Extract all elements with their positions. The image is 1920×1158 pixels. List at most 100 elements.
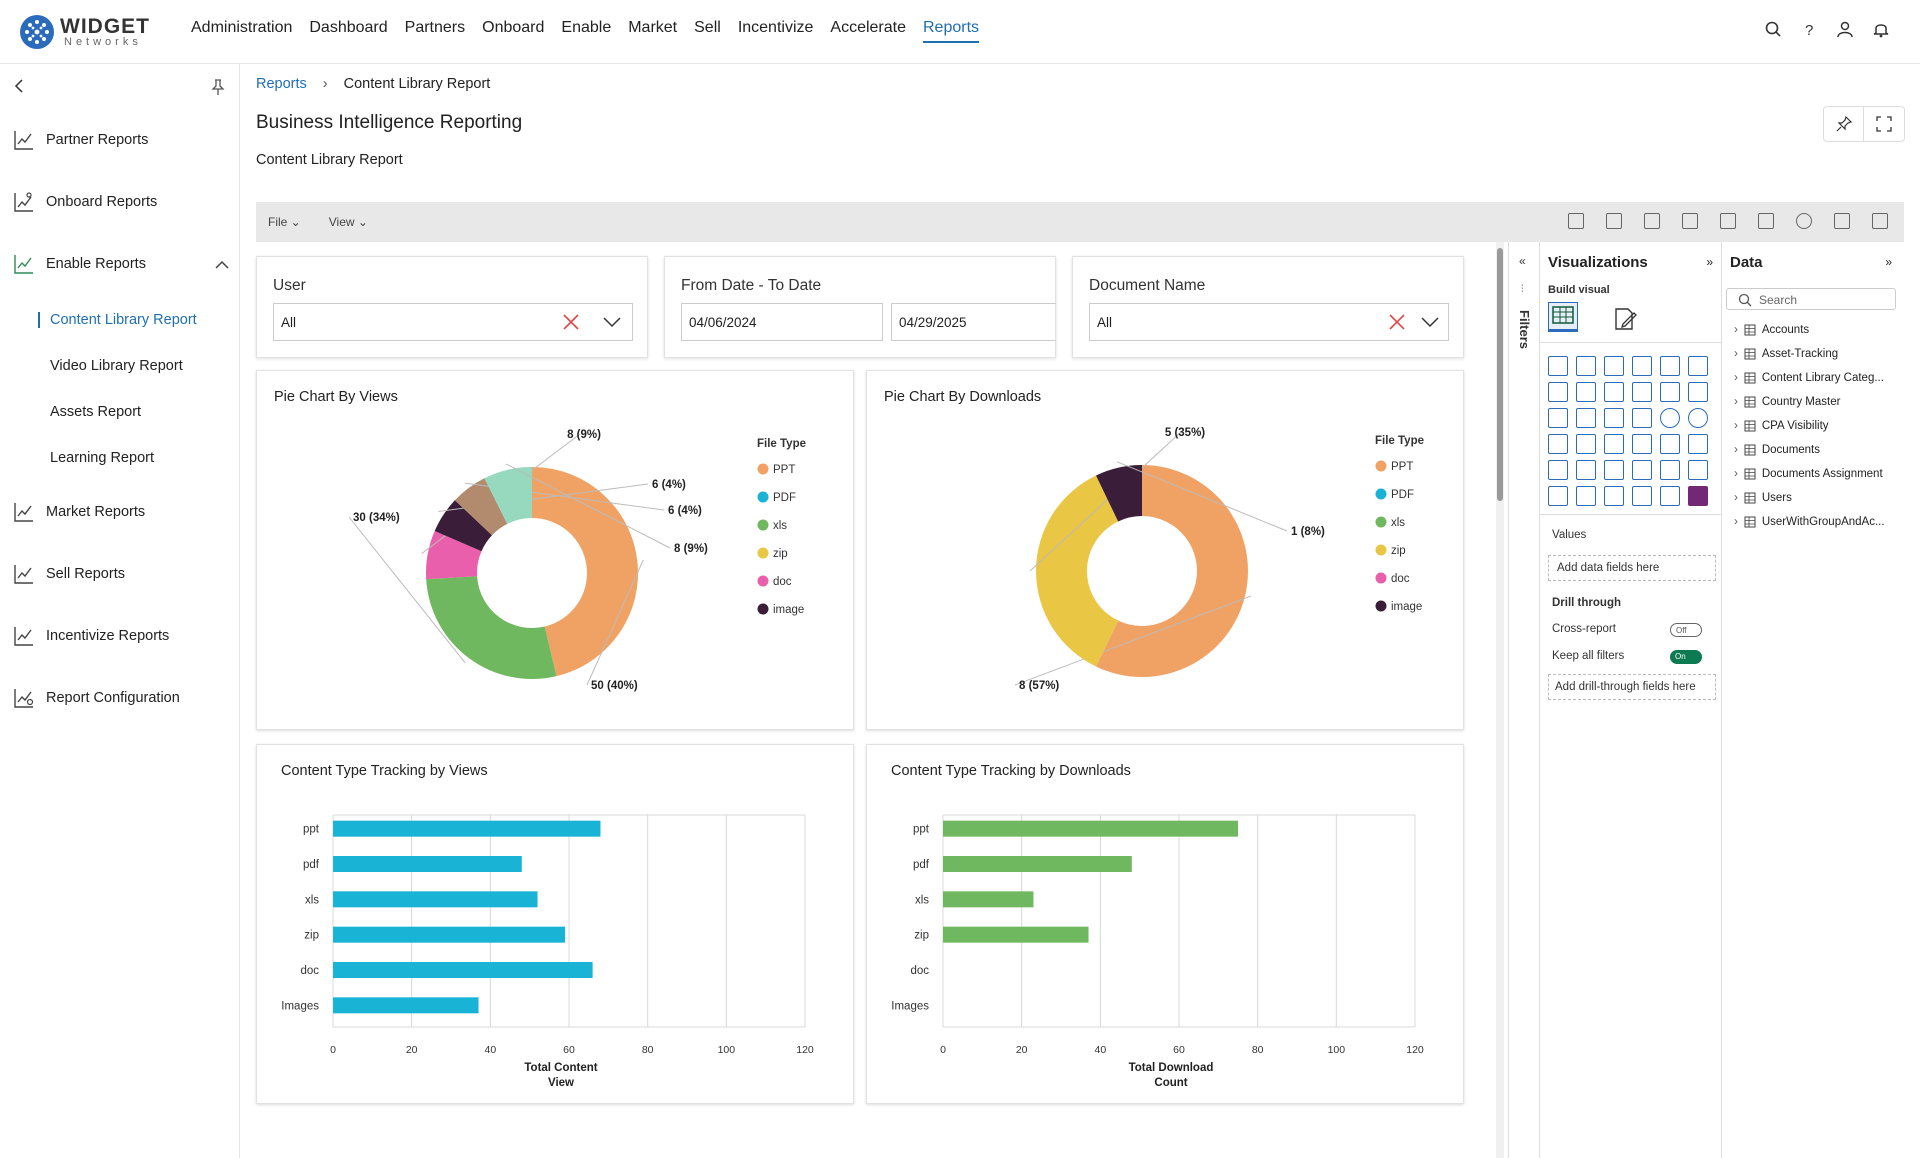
table-icon[interactable] bbox=[1632, 460, 1652, 480]
file-menu[interactable]: File ⌄ bbox=[268, 215, 301, 229]
view-menu[interactable]: View ⌄ bbox=[328, 215, 368, 229]
filled-map-icon[interactable] bbox=[1604, 434, 1624, 454]
widget-logo-icon[interactable] bbox=[19, 14, 55, 50]
donut-icon[interactable] bbox=[1688, 408, 1708, 428]
scatter-icon[interactable] bbox=[1632, 408, 1652, 428]
nav-enable[interactable]: Enable bbox=[561, 19, 612, 36]
build-visual-tab[interactable] bbox=[1548, 302, 1578, 332]
sidebar-sub-assets[interactable]: Assets Report bbox=[50, 404, 142, 420]
collapse-sidebar-icon[interactable] bbox=[12, 78, 28, 94]
layout-icon[interactable] bbox=[1758, 213, 1774, 229]
narrative-icon[interactable] bbox=[1604, 486, 1624, 506]
data-table-item[interactable]: › Documents bbox=[1734, 444, 1900, 456]
sidebar-sub-learning[interactable]: Learning Report bbox=[50, 450, 154, 466]
sidebar-item-report-configuration[interactable]: Report Configuration bbox=[12, 686, 180, 710]
chevron-right-icon[interactable]: › bbox=[1734, 492, 1738, 504]
expand-arrow-icon[interactable]: » bbox=[1885, 255, 1892, 269]
sidebar-sub-content-library[interactable]: Content Library Report bbox=[50, 312, 197, 328]
canvas-scrollbar[interactable] bbox=[1496, 242, 1504, 1158]
area-chart-icon[interactable] bbox=[1576, 382, 1596, 402]
line-chart-icon[interactable] bbox=[1548, 382, 1568, 402]
key-influencers-icon[interactable] bbox=[1688, 460, 1708, 480]
user-icon[interactable] bbox=[1836, 20, 1854, 38]
comment-icon[interactable] bbox=[1568, 213, 1584, 229]
sidebar-item-onboard-reports[interactable]: Onboard Reports bbox=[12, 190, 157, 214]
document-dropdown[interactable]: All bbox=[1089, 303, 1449, 341]
sidebar-item-sell-reports[interactable]: Sell Reports bbox=[12, 562, 125, 586]
pie-chart-downloads[interactable]: 8 (57%) 5 (35%) 1 (8%) File Type PPT PDF xls zi… bbox=[867, 371, 1463, 729]
stacked-column-icon[interactable] bbox=[1576, 356, 1596, 376]
drill-through-drop-zone[interactable]: Add drill-through fields here bbox=[1548, 674, 1716, 700]
chevron-right-icon[interactable]: › bbox=[1734, 420, 1738, 432]
cross-report-toggle[interactable]: Off bbox=[1670, 623, 1702, 637]
slicer-icon[interactable] bbox=[1604, 460, 1624, 480]
data-table-item[interactable]: › UserWithGroupAndAc... bbox=[1734, 516, 1900, 528]
expand-arrow-icon[interactable]: » bbox=[1706, 255, 1713, 269]
sidebar-item-partner-reports[interactable]: Partner Reports bbox=[12, 128, 148, 152]
from-date-input[interactable]: 04/06/2024 bbox=[681, 303, 883, 341]
multi-row-card-icon[interactable] bbox=[1548, 460, 1568, 480]
sidebar-item-incentivize-reports[interactable]: Incentivize Reports bbox=[12, 624, 169, 648]
data-table-item[interactable]: › Content Library Categ... bbox=[1734, 372, 1900, 384]
pin-icon[interactable] bbox=[210, 78, 226, 96]
button-icon[interactable] bbox=[1644, 213, 1660, 229]
data-table-item[interactable]: › Asset-Tracking bbox=[1734, 348, 1900, 360]
data-table-item[interactable]: › Country Master bbox=[1734, 396, 1900, 408]
treemap-icon[interactable] bbox=[1548, 434, 1568, 454]
visual-icon[interactable] bbox=[1720, 213, 1736, 229]
nav-market[interactable]: Market bbox=[628, 19, 678, 36]
nav-administration[interactable]: Administration bbox=[191, 19, 293, 36]
scroll-thumb[interactable] bbox=[1497, 248, 1503, 501]
map-icon[interactable] bbox=[1576, 434, 1596, 454]
chevron-right-icon[interactable]: › bbox=[1734, 348, 1738, 360]
filters-pane[interactable]: « ⫶ Filters bbox=[1508, 242, 1540, 1158]
sidebar-sub-video-library[interactable]: Video Library Report bbox=[50, 358, 183, 374]
data-table-item[interactable]: › Accounts bbox=[1734, 324, 1900, 336]
sidebar-item-enable-reports[interactable]: Enable Reports bbox=[12, 252, 146, 276]
bar-chart-views[interactable]: 0 20 40 60 80 100 120 ppt pdf xls zip doc Images Tota… bbox=[257, 745, 853, 1103]
chevron-right-icon[interactable]: › bbox=[1734, 444, 1738, 456]
stacked-bar-icon[interactable] bbox=[1548, 356, 1568, 376]
sidebar-item-market-reports[interactable]: Market Reports bbox=[12, 500, 145, 524]
nav-partners[interactable]: Partners bbox=[404, 19, 466, 36]
azure-map-icon[interactable] bbox=[1632, 434, 1652, 454]
card-icon[interactable] bbox=[1688, 434, 1708, 454]
power-apps-icon[interactable] bbox=[1688, 486, 1708, 506]
text-box-icon[interactable] bbox=[1606, 213, 1622, 229]
ribbon-chart-icon[interactable] bbox=[1548, 408, 1568, 428]
search-icon[interactable] bbox=[1764, 20, 1782, 38]
help-icon[interactable]: ? bbox=[1800, 20, 1818, 39]
area-100-icon[interactable] bbox=[1632, 382, 1652, 402]
chevron-up-icon[interactable] bbox=[214, 258, 230, 270]
line-column-icon[interactable] bbox=[1660, 382, 1680, 402]
bar-100-icon[interactable] bbox=[1660, 356, 1680, 376]
data-table-item[interactable]: › Documents Assignment bbox=[1734, 468, 1900, 480]
pie-icon[interactable] bbox=[1660, 408, 1680, 428]
nav-dashboard[interactable]: Dashboard bbox=[309, 19, 388, 36]
bar-chart-downloads[interactable]: 0 20 40 60 80 100 120 ppt pdf xls zip doc Images Tota… bbox=[867, 745, 1463, 1103]
data-search-input[interactable]: Search bbox=[1726, 288, 1896, 310]
bell-icon[interactable] bbox=[1872, 20, 1890, 38]
stacked-area-icon[interactable] bbox=[1604, 382, 1624, 402]
column-100-icon[interactable] bbox=[1688, 356, 1708, 376]
gauge-icon[interactable] bbox=[1660, 434, 1680, 454]
decomposition-tree-icon[interactable] bbox=[1548, 486, 1568, 506]
save-icon[interactable] bbox=[1872, 213, 1888, 229]
nav-incentivize[interactable]: Incentivize bbox=[737, 19, 814, 36]
kpi-icon[interactable] bbox=[1576, 460, 1596, 480]
values-drop-zone[interactable]: Add data fields here bbox=[1548, 555, 1716, 581]
chevron-right-icon[interactable]: › bbox=[1734, 516, 1738, 528]
metrics-icon[interactable] bbox=[1660, 486, 1680, 506]
nav-onboard[interactable]: Onboard bbox=[482, 19, 545, 36]
refresh-icon[interactable] bbox=[1796, 213, 1812, 229]
clustered-column-icon[interactable] bbox=[1632, 356, 1652, 376]
waterfall-icon[interactable] bbox=[1576, 408, 1596, 428]
data-table-item[interactable]: › CPA Visibility bbox=[1734, 420, 1900, 432]
pin-report-button[interactable] bbox=[1824, 107, 1864, 141]
shapes-icon[interactable] bbox=[1682, 213, 1698, 229]
chevron-right-icon[interactable]: › bbox=[1734, 324, 1738, 336]
chevron-down-icon[interactable] bbox=[602, 315, 622, 329]
duplicate-icon[interactable] bbox=[1834, 213, 1850, 229]
qa-icon[interactable] bbox=[1576, 486, 1596, 506]
clear-icon[interactable] bbox=[1388, 313, 1406, 331]
